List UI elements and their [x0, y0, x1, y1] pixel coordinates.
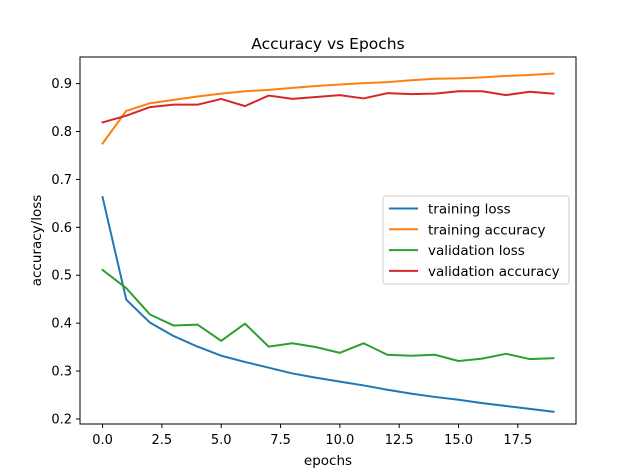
x-tick-label: 10.0 [325, 433, 354, 448]
series-line-validation-loss [101, 268, 555, 362]
series-line-validation-accuracy [101, 90, 555, 124]
chart-title: Accuracy vs Epochs [251, 35, 404, 53]
x-tick-label: 2.5 [152, 433, 173, 448]
legend-label: validation loss [428, 243, 525, 259]
legend: training loss training accuracy validation… [382, 195, 570, 285]
legend-label: training accuracy [428, 222, 546, 238]
y-tick-label: 0.6 [51, 221, 72, 236]
legend-label: validation accuracy [428, 264, 560, 280]
x-axis-ticks: 0.0 2.5 5.0 7.5 10.0 12.5 15.0 17.5 [92, 424, 532, 448]
series-lines [101, 72, 555, 413]
series-line-training-loss [101, 195, 555, 413]
x-axis-label: epochs [304, 453, 352, 469]
y-axis-label: accuracy/loss [29, 195, 45, 287]
legend-label: training loss [428, 202, 511, 218]
x-tick-label: 15.0 [444, 433, 473, 448]
x-tick-label: 17.5 [503, 433, 532, 448]
x-tick-label: 12.5 [385, 433, 414, 448]
y-axis-ticks: 0.2 0.3 0.4 0.5 0.6 0.7 0.8 0.9 [51, 77, 80, 427]
x-tick-label: 7.5 [270, 433, 291, 448]
x-tick-label: 0.0 [92, 433, 113, 448]
y-tick-label: 0.2 [51, 412, 72, 427]
y-tick-label: 0.8 [51, 125, 72, 140]
y-tick-label: 0.4 [51, 317, 72, 332]
legend-box [382, 195, 570, 285]
series-line-training-accuracy [101, 72, 555, 145]
y-tick-label: 0.5 [51, 269, 72, 284]
y-tick-label: 0.3 [51, 365, 72, 380]
y-tick-label: 0.7 [51, 173, 72, 188]
y-tick-label: 0.9 [51, 77, 72, 92]
x-tick-label: 5.0 [211, 433, 232, 448]
plot-frame [79, 56, 577, 425]
